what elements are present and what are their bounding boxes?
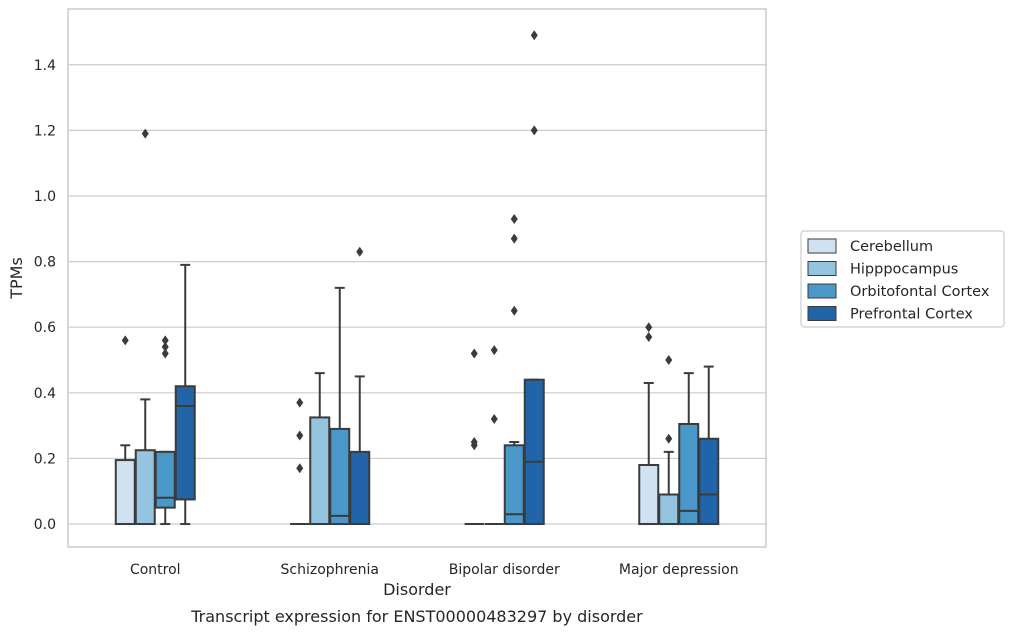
box-2-1 bbox=[134, 128, 156, 526]
x-tick-label: Bipolar disorder bbox=[449, 562, 560, 578]
outlier-point bbox=[665, 355, 673, 366]
legend-swatch bbox=[807, 283, 837, 299]
outlier-point bbox=[645, 332, 653, 343]
box-4-2 bbox=[349, 246, 371, 526]
legend-label: Cerebellum bbox=[850, 239, 933, 255]
outlier-point bbox=[141, 128, 149, 139]
legend-swatch bbox=[807, 238, 837, 254]
outlier-point bbox=[665, 433, 673, 444]
legend: Cerebellum Hipppocampus Orbitofontal Corte… bbox=[800, 230, 1005, 328]
outlier-point bbox=[645, 322, 653, 333]
box-body bbox=[523, 378, 545, 526]
box-body bbox=[329, 427, 351, 526]
outlier-point bbox=[510, 213, 518, 224]
outlier-point bbox=[121, 335, 129, 346]
outlier-point bbox=[510, 305, 518, 316]
y-tick-label: 0.2 bbox=[34, 451, 56, 467]
x-axis-label: Disorder bbox=[383, 580, 451, 599]
outlier-point bbox=[490, 345, 498, 356]
outlier-point bbox=[530, 30, 538, 41]
box-body bbox=[638, 463, 660, 526]
box-3-4 bbox=[678, 372, 700, 526]
outlier-point bbox=[296, 430, 304, 441]
box-2-4 bbox=[658, 355, 680, 526]
legend-swatch bbox=[807, 306, 837, 321]
box-body bbox=[503, 444, 525, 526]
box-4-4 bbox=[698, 365, 720, 526]
x-tick-label: Schizophrenia bbox=[281, 562, 379, 578]
box-3-1 bbox=[154, 335, 176, 526]
outlier-point bbox=[356, 246, 364, 257]
outlier-point bbox=[161, 348, 169, 359]
plot-frame bbox=[67, 8, 767, 548]
outlier-point bbox=[530, 125, 538, 136]
ticks-layer: 0.0 0.2 0.4 0.6 0.8 1.0 1.2 1.4 Control Schizophr… bbox=[34, 58, 739, 578]
outlier-point bbox=[510, 233, 518, 244]
outlier-point bbox=[161, 341, 169, 352]
y-tick-label: 1.2 bbox=[34, 123, 56, 139]
box-body bbox=[349, 450, 371, 526]
box-3-3 bbox=[503, 213, 525, 526]
y-axis-label: TPMs bbox=[7, 257, 26, 300]
box-4-3 bbox=[523, 30, 545, 526]
legend-item: Cerebellum bbox=[807, 238, 933, 255]
y-tick-label: 0.6 bbox=[34, 320, 56, 336]
box-body bbox=[154, 450, 176, 509]
y-tick-label: 0.4 bbox=[34, 386, 56, 402]
y-tick-label: 1.4 bbox=[34, 58, 56, 74]
boxes-layer bbox=[114, 30, 720, 526]
box-body bbox=[698, 437, 720, 526]
box-body bbox=[309, 416, 331, 526]
chart-caption: Transcript expression for ENST0000048329… bbox=[190, 607, 643, 626]
box-2-2 bbox=[309, 372, 331, 526]
y-tick-label: 1.0 bbox=[34, 189, 56, 205]
box-1-1 bbox=[114, 335, 136, 526]
legend-label: Prefrontal Cortex bbox=[850, 307, 973, 323]
box-1-3 bbox=[464, 348, 484, 526]
legend-frame bbox=[800, 230, 1005, 328]
legend-item: Prefrontal Cortex bbox=[807, 306, 973, 323]
box-1-2 bbox=[290, 397, 310, 526]
box-4-1 bbox=[174, 263, 196, 526]
legend-swatch bbox=[807, 261, 837, 276]
outlier-point bbox=[490, 414, 498, 425]
outlier-point bbox=[161, 335, 169, 346]
legend-label: Hipppocampus bbox=[850, 262, 958, 278]
x-tick-label: Control bbox=[130, 562, 181, 578]
y-tick-label: 0.8 bbox=[34, 255, 56, 271]
x-tick-label: Major depression bbox=[619, 562, 739, 578]
box-3-2 bbox=[329, 286, 351, 526]
box-body bbox=[678, 422, 700, 526]
box-body bbox=[174, 385, 196, 501]
box-body bbox=[658, 493, 680, 526]
legend-item: Orbitofontal Cortex bbox=[807, 283, 990, 300]
y-tick-label: 0.0 bbox=[34, 517, 56, 533]
box-2-3 bbox=[484, 345, 504, 526]
box-body bbox=[134, 449, 156, 526]
plot-border bbox=[67, 8, 767, 548]
outlier-point bbox=[470, 437, 478, 448]
outlier-point bbox=[296, 463, 304, 474]
legend-item: Hipppocampus bbox=[807, 261, 958, 278]
box-1-4 bbox=[638, 322, 660, 526]
outlier-point bbox=[470, 348, 478, 359]
legend-label: Orbitofontal Cortex bbox=[850, 284, 990, 300]
outlier-point bbox=[296, 397, 304, 408]
box-body bbox=[114, 459, 136, 526]
